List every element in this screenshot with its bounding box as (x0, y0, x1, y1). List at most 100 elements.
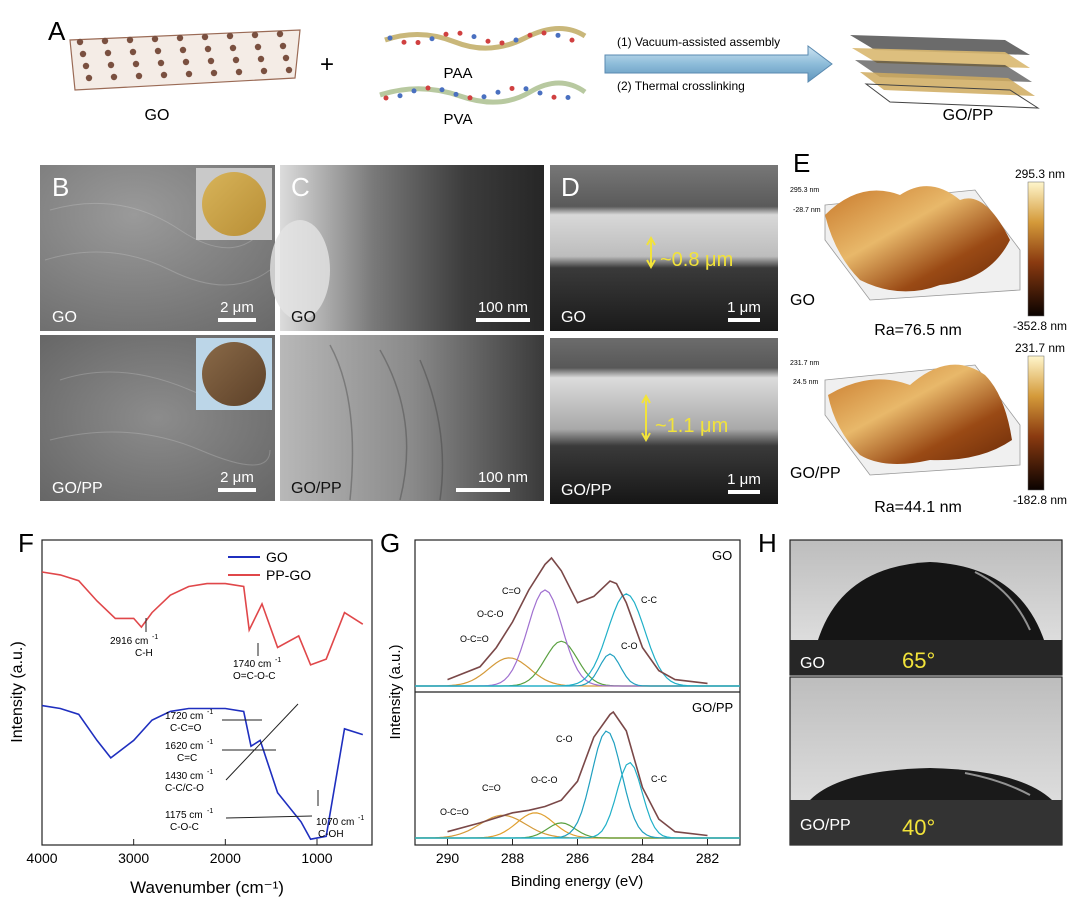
afm-go-colorbar (1027, 181, 1045, 317)
carbon-atom (129, 48, 137, 56)
carbon-atom (285, 66, 293, 74)
xps-xtick-label: 290 (436, 850, 460, 866)
xps-gopp-peak-co: C-O (556, 734, 573, 744)
fit-cc (415, 593, 740, 687)
ann-1175-sup: -1 (207, 808, 213, 815)
pva-atom (565, 95, 571, 101)
ann-1740-a: 1740 cm (233, 659, 271, 670)
xps-xtick-label: 288 (501, 850, 525, 866)
carbon-atom (104, 49, 112, 57)
paa-atom (541, 30, 547, 36)
paa-atom (415, 40, 421, 46)
ann-2916-a: 2916 cm (110, 636, 148, 647)
sem-go-label: GO (52, 309, 77, 326)
ann-1175-a: 1175 cm (165, 810, 203, 821)
cross-section-gopp-image (550, 338, 778, 504)
xps-xtick-label: 286 (566, 850, 590, 866)
ann-1620-a: 1620 cm (165, 741, 203, 752)
carbon-atom (254, 43, 262, 51)
sem-go-scale-label: 2 μm (220, 299, 254, 316)
process-arrow (604, 45, 833, 83)
afm-go-cbar-min: -352.8 nm (1013, 319, 1067, 333)
carbon-atom (157, 59, 165, 67)
ann-1620-sup: -1 (207, 739, 213, 746)
sem-gopp-scale-label: 2 μm (220, 469, 254, 486)
tem-gopp-scale-bar (456, 488, 510, 492)
carbon-atom (232, 56, 240, 64)
pva-chain-illustration (379, 80, 587, 105)
tem-go-scale-label: 100 nm (478, 299, 528, 316)
fit-cc (415, 761, 740, 839)
paa-atom (555, 32, 561, 38)
legend-ppgo-label: PP-GO (266, 567, 311, 583)
contact-gopp-angle: 40° (902, 815, 935, 840)
carbon-atom (229, 44, 237, 52)
panel-letter-b: B (52, 172, 69, 202)
xps-gopp-peak-ceo: C=O (482, 783, 501, 793)
pva-atom (509, 85, 515, 91)
panel-f: F 4000 3000 2000 1000 GO PP-GO 2916 cm -1 C… (9, 528, 373, 897)
gopp-label: GO/PP (943, 107, 994, 124)
panel-c: C GO GO/PP 100 nm 100 nm (270, 165, 544, 501)
series-go-line (41, 704, 364, 841)
pva-atom (411, 88, 417, 94)
ftir-xlabel: Wavenumber (cm⁻¹) (130, 878, 284, 897)
panel-b: B GO GO/PP 2 μm 2 μm (40, 165, 275, 501)
ann-1430-a: 1430 cm (165, 771, 203, 782)
afm-gopp-label: GO/PP (790, 465, 841, 482)
paa-atom (429, 36, 435, 42)
ftir-xtick-label: 1000 (301, 850, 332, 866)
carbon-atom (226, 32, 234, 40)
sem-gopp-scale-bar (218, 488, 256, 492)
tem-gopp-scale-label: 100 nm (478, 469, 528, 486)
paa-atom (401, 39, 407, 45)
paa-atom (387, 35, 393, 41)
xps-xlabel: Binding energy (eV) (511, 873, 644, 890)
panel-h: H GO 65° GO/PP 40° (758, 528, 1063, 846)
cross-gopp-scale-bar (728, 490, 760, 494)
pva-atom (425, 85, 431, 91)
carbon-atom (282, 54, 290, 62)
contact-gopp-label: GO/PP (800, 817, 851, 834)
step1-text: (1) Vacuum-assisted assembly (617, 35, 780, 49)
xps-gopp-peak-oc: O-C-O (531, 775, 558, 785)
ann-1430-sup: -1 (207, 769, 213, 776)
ann-1720-a: 1720 cm (165, 711, 203, 722)
afm-go-surface (825, 186, 1010, 292)
panel-a: A GO + PAA PVA (1) Vacuum-assisted assem… (48, 16, 1040, 128)
carbon-atom (235, 68, 243, 76)
paa-label: PAA (444, 65, 473, 82)
carbon-atom (204, 45, 212, 53)
xps-go-peak-cc: C-C (641, 595, 657, 605)
gopp-layers-illustration (850, 35, 1040, 109)
ftir-annotations: 2916 cm -1 C-H 1740 cm -1 O=C-O-C 1720 c… (110, 618, 364, 840)
series-ppgo-line (41, 571, 364, 666)
contact-go-angle: 65° (902, 648, 935, 673)
carbon-atom (126, 36, 134, 44)
step2-text: (2) Thermal crosslinking (617, 79, 745, 93)
xps-go-title: GO (712, 548, 732, 563)
xps-go-peak-ceo: C=O (502, 586, 521, 596)
ftir-plot-frame (41, 539, 373, 846)
panel-letter-c: C (291, 172, 310, 202)
pva-label: PVA (444, 111, 473, 128)
afm-gopp-ra: Ra=44.1 nm (874, 499, 962, 516)
xps-xtick-label: 282 (696, 850, 720, 866)
paa-atom (569, 37, 575, 43)
go-label: GO (145, 107, 170, 124)
pva-atom (551, 94, 557, 100)
cross-gopp-label: GO/PP (561, 482, 612, 499)
sem-gopp-label: GO/PP (52, 480, 103, 497)
carbon-atom (257, 55, 265, 63)
xps-xtick-label: 284 (631, 850, 655, 866)
carbon-atom (151, 35, 159, 43)
ann-1740-sup: -1 (275, 657, 281, 664)
carbon-atom (279, 42, 287, 50)
panel-g: G 290 288 286 284 282 GO GO/PP O-C=O O-C-O C… (380, 528, 741, 890)
pva-atom (467, 95, 473, 101)
ftir-xtick-label: 4000 (26, 850, 57, 866)
tem-gopp-image (280, 335, 544, 501)
carbon-atom (101, 37, 109, 45)
cross-go-scale-label: 1 μm (727, 299, 761, 316)
pva-atom (439, 87, 445, 93)
